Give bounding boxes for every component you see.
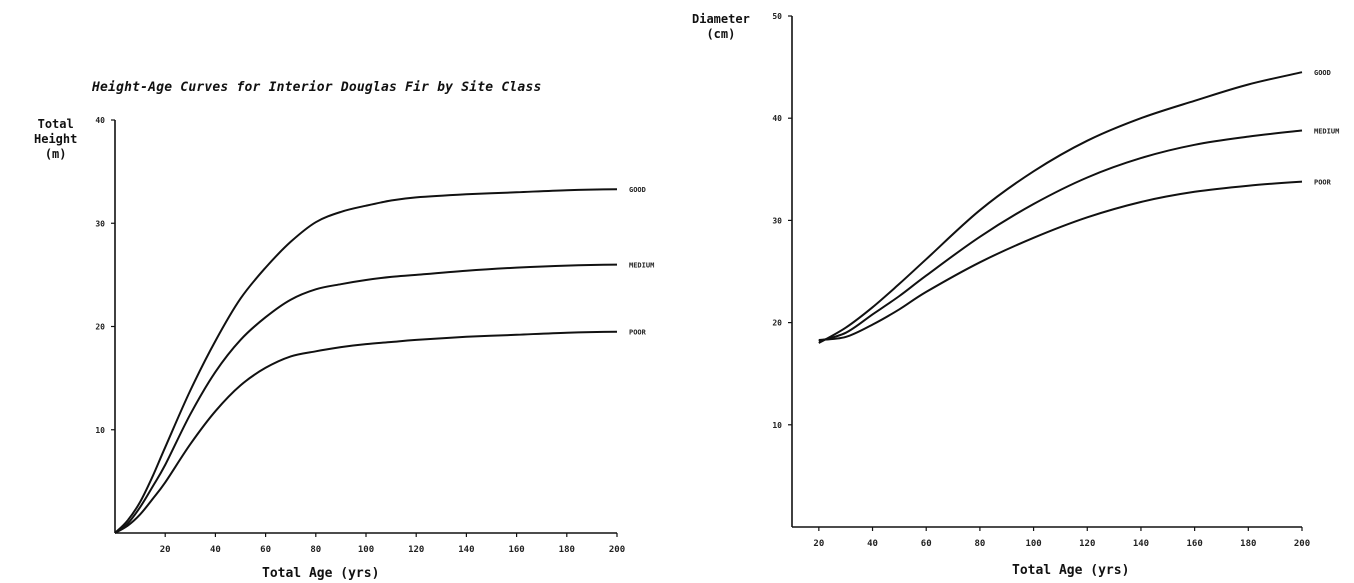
chart1-x-tick-label: 40 — [210, 545, 221, 555]
left-y-label-line-3: (m) — [44, 147, 67, 161]
chart1-series-poor-line — [114, 330, 618, 534]
chart1-series-good-label: GOOD — [629, 186, 646, 194]
right-x-axis-label: Total Age (yrs) — [1012, 563, 1130, 578]
right-y-label-line-1: Diameter — [692, 12, 750, 26]
chart1-series-medium-line — [114, 263, 618, 534]
chart1-x-tick-label: 180 — [559, 545, 575, 555]
left-y-label-line-1: Total — [37, 117, 74, 131]
chart1-x-tick-label: 140 — [458, 545, 474, 555]
chart1-x-tick-label: 60 — [260, 545, 271, 555]
chart1-y-tick-label: 30 — [95, 219, 105, 228]
chart1-y-tick-label: 10 — [95, 426, 105, 435]
chart1-x-tick-label: 100 — [358, 545, 374, 555]
right-y-label-line-2: (cm) — [706, 27, 736, 41]
chart1-y-tick-label: 40 — [95, 116, 105, 125]
chart-title: Height-Age Curves for Interior Douglas F… — [92, 80, 542, 95]
right-y-axis-label: Diameter (cm) — [692, 12, 750, 42]
chart1-x-tick-label: 120 — [408, 545, 424, 555]
left-x-axis-label: Total Age (yrs) — [262, 566, 380, 581]
chart1-y-tick-label: 20 — [95, 323, 105, 332]
chart1-x-tick-label: 160 — [508, 545, 524, 555]
left-y-axis-label: Total Height (m) — [34, 117, 77, 162]
chart1-series-poor-label: POOR — [629, 329, 647, 337]
left-y-label-line-2: Height — [34, 132, 78, 146]
chart1-x-tick-label: 20 — [160, 545, 171, 555]
chart1-series-good-line — [114, 188, 618, 534]
chart1-x-tick-label: 200 — [609, 545, 625, 555]
chart1-series-medium-label: MEDIUM — [629, 262, 654, 270]
chart1-x-tick-label: 80 — [310, 545, 321, 555]
